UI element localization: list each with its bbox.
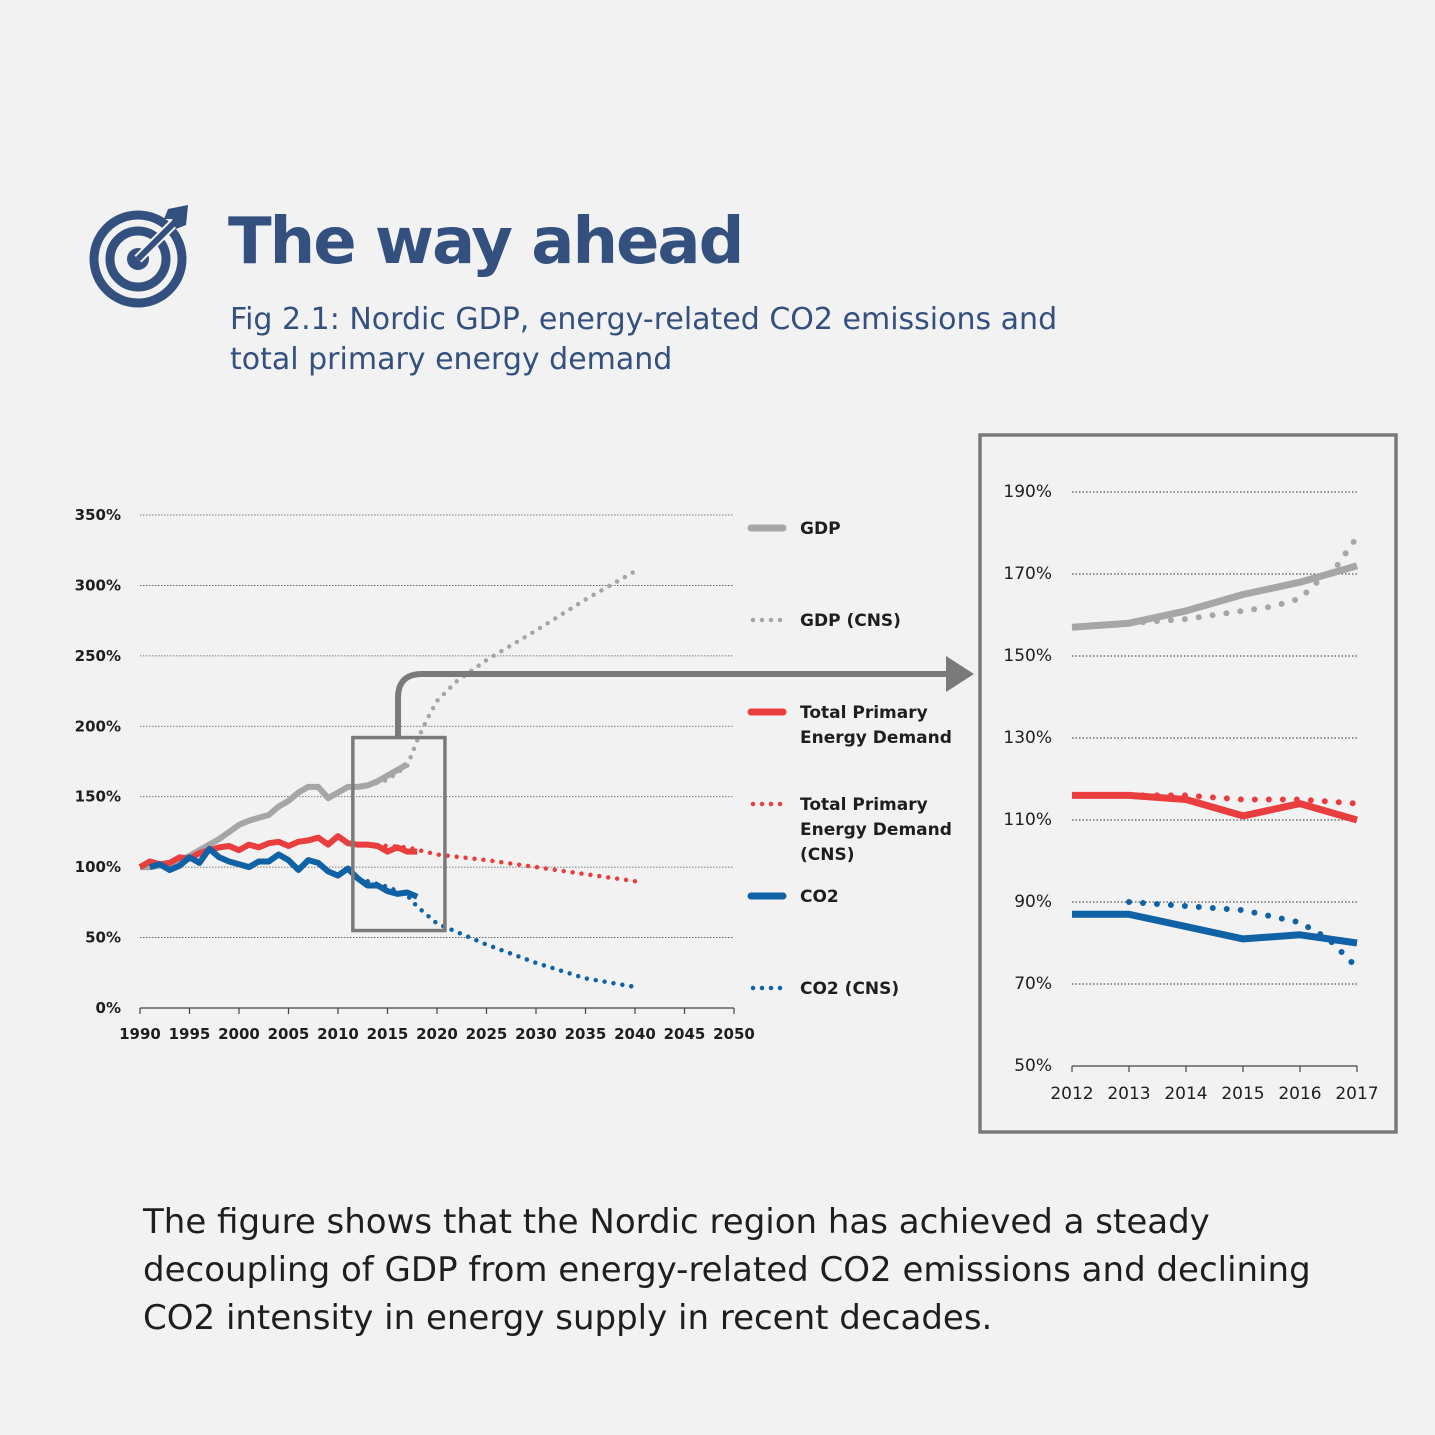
- zoom-arrow-head: [946, 656, 974, 692]
- zoom-connector-line: [395, 671, 950, 738]
- zoom-connector: [351, 656, 974, 933]
- legend-label: Total Primary Energy Demand: [800, 703, 952, 748]
- x-tick-label: 2016: [1278, 1084, 1321, 1104]
- legend-item-gdp-cns: GDP (CNS): [750, 611, 901, 631]
- x-tick-label: 2030: [515, 1025, 557, 1043]
- legend-item-co2: CO2: [747, 887, 839, 907]
- y-tick-label: 130%: [1003, 728, 1052, 748]
- x-tick-label: 2015: [1221, 1084, 1264, 1104]
- y-tick-label: 50%: [85, 929, 121, 947]
- x-tick-label: 2045: [664, 1025, 706, 1043]
- series-line-gdp: [1071, 562, 1358, 631]
- inset-line-chart: 50% 70% 90% 110% 130% 150% 170% 190% 2012 2013 201…: [978, 433, 1398, 1134]
- x-tick-label: 2040: [614, 1025, 656, 1043]
- legend-item-gdp: GDP: [747, 519, 841, 539]
- y-tick-label: 50%: [1014, 1056, 1052, 1076]
- y-tick-label: 150%: [75, 788, 121, 806]
- x-tick-label: 2013: [1107, 1084, 1150, 1104]
- y-tick-label: 100%: [75, 858, 121, 876]
- x-tick-label: 2010: [317, 1025, 359, 1043]
- legend-label: CO2: [800, 887, 839, 907]
- series-line-co2: [149, 845, 419, 900]
- target-arrow-icon: [89, 205, 188, 308]
- main-line-chart: 0% 50% 100% 150% 200% 250% 300% 350% 1990 1995 200…: [75, 506, 755, 1043]
- legend-label: CO2 (CNS): [800, 979, 899, 999]
- x-tick-label: 2000: [218, 1025, 260, 1043]
- x-tick-label: 2014: [1164, 1084, 1207, 1104]
- x-tick-label: 2025: [466, 1025, 508, 1043]
- x-tick-label: 2012: [1050, 1084, 1093, 1104]
- x-tick-label: 2020: [416, 1025, 458, 1043]
- legend-label: Total Primary Energy Demand (CNS): [800, 795, 952, 865]
- figure-caption: The figure shows that the Nordic region …: [143, 1202, 1311, 1338]
- x-tick-label: 2017: [1335, 1084, 1378, 1104]
- y-tick-label: 150%: [1003, 646, 1052, 666]
- y-tick-label: 110%: [1003, 810, 1052, 830]
- series-line-gdp: [140, 761, 409, 871]
- x-tick-label: 1990: [119, 1025, 161, 1043]
- series-line-co2-cns: [1126, 899, 1360, 971]
- x-tick-label: 2015: [367, 1025, 409, 1043]
- y-tick-label: 90%: [1014, 892, 1052, 912]
- y-tick-label: 170%: [1003, 564, 1052, 584]
- y-tick-label: 250%: [75, 647, 121, 665]
- y-tick-label: 190%: [1003, 482, 1052, 502]
- y-tick-label: 70%: [1014, 974, 1052, 994]
- inset-frame: [978, 433, 1398, 1134]
- series-line-co2-cns: [365, 878, 638, 990]
- legend-label: GDP (CNS): [800, 611, 901, 631]
- x-tick-label: 2005: [268, 1025, 310, 1043]
- y-tick-label: 0%: [96, 999, 121, 1017]
- x-tick-label: 2035: [565, 1025, 607, 1043]
- legend-item-total-primary-energy-demand-cns: Total Primary Energy Demand (CNS): [750, 795, 952, 865]
- y-tick-label: 350%: [75, 506, 121, 524]
- chart-legend: GDP GDP (CNS) Total Primary Energy Demand To…: [747, 519, 952, 999]
- y-tick-label: 200%: [75, 717, 121, 735]
- series-line-total-primary-energy-demand: [1072, 791, 1358, 824]
- series-line-co2: [1072, 910, 1358, 947]
- x-tick-label: 1995: [169, 1025, 211, 1043]
- legend-item-total-primary-energy-demand: Total Primary Energy Demand: [747, 703, 952, 748]
- legend-label: GDP: [800, 519, 841, 539]
- x-tick-label: 2050: [713, 1025, 755, 1043]
- figure-subtitle: Fig 2.1: Nordic GDP, energy-related CO2 …: [230, 302, 1058, 377]
- series-line-gdp-cns: [365, 569, 638, 788]
- series-line-total-primary-energy-demand-cns: [1126, 792, 1360, 807]
- page-title: The way ahead: [228, 205, 744, 279]
- legend-item-co2-cns: CO2 (CNS): [750, 979, 899, 999]
- y-tick-label: 300%: [75, 576, 121, 594]
